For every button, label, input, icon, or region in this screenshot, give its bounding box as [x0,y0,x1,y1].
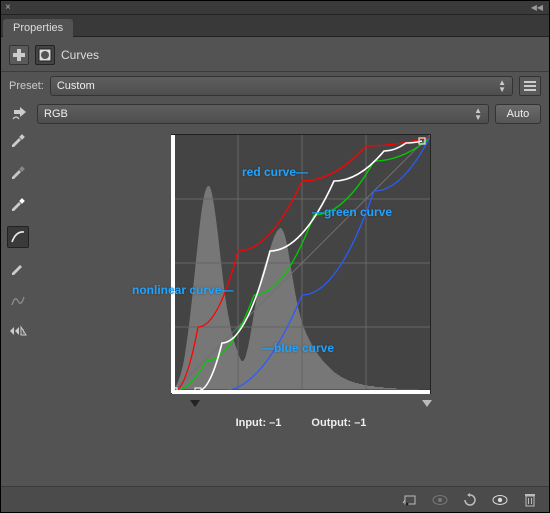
eyedropper-black-icon[interactable] [7,130,29,152]
clip-warning-icon[interactable]: ! [7,322,29,344]
value-readout: Input: –1 Output: –1 [236,417,367,429]
curve-point-tool-icon[interactable] [7,226,29,248]
preset-row: Preset: Custom ▲▼ [1,72,549,100]
close-icon[interactable]: × [5,1,11,15]
trash-icon[interactable] [521,491,539,509]
collapse-icon[interactable]: ◀◀ [531,3,543,12]
preset-value: Custom [57,80,95,92]
finger-scrub-icon[interactable] [9,106,31,122]
channel-row: RGB ▲▼ Auto [1,100,549,128]
window-titlebar[interactable]: × ◀◀ [1,1,549,15]
black-point-slider[interactable] [190,400,200,407]
output-label: Output: [311,417,351,429]
channel-select[interactable]: RGB ▲▼ [37,104,489,124]
preset-select[interactable]: Custom ▲▼ [50,76,513,96]
input-label: Input: [236,417,267,429]
preset-label: Preset: [9,80,44,92]
clip-to-layer-icon[interactable] [401,491,419,509]
y-axis [171,135,175,393]
smooth-tool-icon[interactable] [7,290,29,312]
curves-chart[interactable]: red curve— —green curve —blue curve nonl… [171,134,431,394]
black-white-sliders[interactable] [170,397,432,409]
output-value: –1 [354,417,366,429]
adjustment-layer-icon[interactable] [9,45,29,65]
tool-column: ! [1,128,35,486]
reset-icon[interactable] [461,491,479,509]
panel-header: Curves [1,37,549,72]
chevron-updown-icon: ▲▼ [474,107,482,121]
eyedropper-gray-icon[interactable] [7,162,29,184]
properties-panel-window: × ◀◀ Properties Curves Preset: Custom ▲▼… [0,0,550,513]
svg-text:!: ! [22,329,24,336]
pencil-tool-icon[interactable] [7,258,29,280]
panel-footer [1,486,549,512]
white-point-slider[interactable] [422,400,432,407]
x-axis [172,390,430,394]
panel-tabbar: Properties [1,15,549,37]
tab-properties[interactable]: Properties [3,19,73,37]
preset-menu-icon[interactable] [519,76,541,96]
panel-title: Curves [61,48,99,62]
chart-area: red curve— —green curve —blue curve nonl… [35,128,549,486]
view-previous-icon[interactable] [431,491,449,509]
layer-mask-icon[interactable] [35,45,55,65]
panel-body: ! red curve— —green curve —blue curve no… [1,128,549,486]
channel-value: RGB [44,108,68,120]
auto-button[interactable]: Auto [495,104,541,124]
visibility-icon[interactable] [491,491,509,509]
eyedropper-white-icon[interactable] [7,194,29,216]
input-value: –1 [269,417,281,429]
chevron-updown-icon: ▲▼ [498,79,506,93]
